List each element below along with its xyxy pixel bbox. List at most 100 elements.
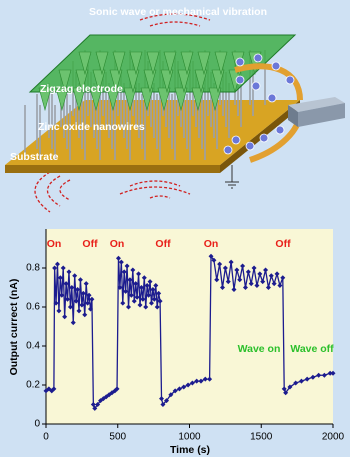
point [95, 402, 101, 407]
y-axis-label: Output currect (nA) [8, 279, 20, 376]
point [87, 306, 93, 312]
x-axis-label: Time (s) [170, 444, 210, 456]
point [147, 279, 153, 285]
tooth [72, 87, 86, 112]
point [321, 372, 327, 378]
point [60, 265, 66, 271]
point [237, 277, 243, 283]
point [251, 265, 257, 271]
point [159, 396, 165, 402]
point [277, 283, 283, 289]
tooth [214, 51, 228, 76]
point [281, 386, 287, 392]
tooth [123, 87, 137, 112]
point [194, 378, 200, 384]
point [234, 267, 240, 273]
point [52, 265, 58, 271]
point [57, 275, 63, 281]
point [220, 285, 226, 290]
tooth [174, 87, 188, 112]
tooth [146, 51, 160, 76]
x-tick-label: 1000 [178, 432, 201, 443]
tooth [55, 87, 69, 112]
point [208, 253, 214, 259]
tooth [126, 69, 140, 94]
point [59, 292, 65, 298]
point [83, 281, 89, 287]
point [131, 298, 137, 304]
point [287, 384, 293, 390]
point [274, 271, 280, 277]
point [310, 374, 316, 380]
point [63, 281, 69, 287]
point [117, 285, 123, 290]
point [146, 292, 152, 298]
point [141, 275, 147, 281]
tooth [109, 69, 123, 94]
point [283, 390, 289, 396]
point [316, 372, 322, 378]
point [73, 298, 79, 304]
point [77, 277, 83, 283]
device-side [288, 105, 298, 127]
point [248, 281, 254, 287]
point [114, 386, 120, 392]
point [148, 300, 154, 306]
point [80, 290, 86, 296]
point [69, 285, 75, 290]
point [268, 273, 274, 279]
point [62, 314, 68, 320]
tooth [163, 51, 177, 76]
point [140, 296, 146, 302]
tooth [106, 87, 120, 112]
tooth [191, 87, 205, 112]
point [121, 269, 127, 275]
point [228, 259, 234, 265]
point [124, 263, 130, 269]
tooth [112, 51, 126, 76]
plot-area [46, 229, 333, 424]
point [202, 376, 208, 382]
point [168, 392, 174, 398]
point [144, 283, 150, 289]
point [79, 302, 85, 308]
point [176, 386, 182, 392]
point [240, 263, 246, 269]
x-tick-label: 0 [43, 432, 49, 443]
point [198, 378, 204, 384]
waves [34, 13, 211, 213]
point [92, 405, 98, 411]
tooth [194, 69, 208, 94]
tooth [92, 69, 106, 94]
point [154, 304, 160, 310]
point [134, 294, 140, 300]
point [217, 261, 223, 267]
point [89, 296, 95, 302]
point [156, 290, 162, 296]
point [123, 288, 129, 294]
point [271, 281, 277, 287]
point [53, 300, 59, 306]
point [265, 285, 271, 290]
point [153, 283, 159, 289]
point [185, 382, 191, 388]
point [189, 380, 195, 386]
point [207, 376, 213, 382]
substrate-front [5, 165, 220, 173]
y-tick-label: 0.4 [26, 341, 40, 352]
point [211, 257, 217, 263]
electrode-teeth [38, 51, 262, 112]
tooth [129, 51, 143, 76]
point [66, 269, 72, 275]
point [245, 269, 251, 275]
tooth [38, 87, 52, 112]
point [85, 300, 91, 306]
point [70, 320, 76, 326]
ground [225, 165, 239, 189]
point [143, 304, 149, 310]
tooth [177, 69, 191, 94]
point [327, 370, 333, 376]
point [157, 298, 163, 304]
point [222, 265, 228, 271]
